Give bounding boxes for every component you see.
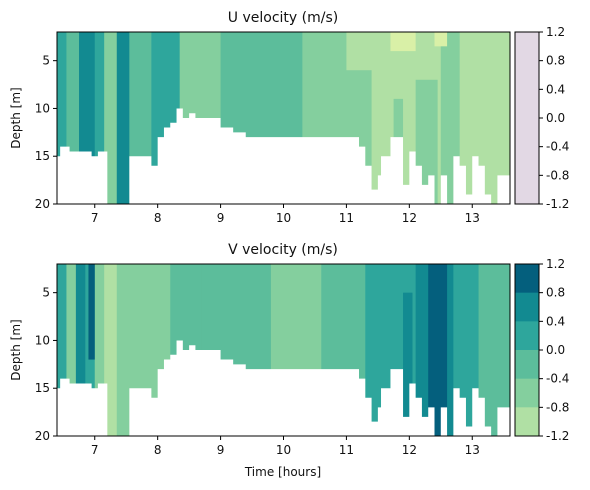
- y-tick-label: 5: [42, 54, 50, 68]
- colorbar-segment: [515, 321, 539, 350]
- y-tick-label: 15: [35, 381, 50, 395]
- x-tick-label: 9: [217, 211, 225, 225]
- u-y-axis-label: Depth [m]: [9, 87, 23, 148]
- colorbar-tick-label: -0.8: [546, 168, 569, 182]
- x-tick-label: 8: [154, 443, 162, 457]
- x-tick-label: 10: [276, 443, 291, 457]
- x-tick-label: 13: [465, 443, 480, 457]
- colorbar-tick-label: -0.8: [546, 400, 569, 414]
- v-y-axis-label: Depth [m]: [9, 319, 23, 380]
- colorbar-tick-label: -0.4: [546, 140, 569, 154]
- contour-band: [117, 264, 130, 436]
- x-tick-label: 10: [276, 211, 291, 225]
- contour-patch: [88, 264, 94, 360]
- y-tick-label: 15: [35, 149, 50, 163]
- x-tick-label: 7: [91, 443, 99, 457]
- colorbar-tick-label: 1.2: [546, 25, 565, 39]
- u-plot-area: [57, 32, 511, 204]
- colorbar-tick-label: 0.4: [546, 314, 565, 328]
- colorbar-tick-label: 0.0: [546, 111, 565, 125]
- colorbar-segment: [515, 264, 539, 293]
- v-plot-area: [57, 264, 511, 436]
- u-colorbar: 1.2 0.8 0.4 0.0 -0.4 -0.8 -1.2: [515, 25, 569, 211]
- u-velocity-panel: U velocity (m/s) Depth [m] 7 8 9 10 11 12 13 5 1…: [9, 10, 569, 225]
- x-axis-label: Time [hours]: [244, 465, 321, 479]
- contour-patch: [390, 32, 415, 51]
- x-tick-label: 11: [339, 211, 354, 225]
- x-tick-label: 13: [465, 211, 480, 225]
- contour-band: [117, 32, 130, 204]
- colorbar-tick-label: -1.2: [546, 197, 569, 211]
- x-tick-label: 8: [154, 211, 162, 225]
- x-tick-label: 9: [217, 443, 225, 457]
- colorbar-tick-label: 0.8: [546, 54, 565, 68]
- y-tick-label: 20: [35, 429, 50, 443]
- colorbar-segment: [515, 350, 539, 379]
- colorbar-tick-label: -1.2: [546, 429, 569, 443]
- contour-patch: [435, 32, 448, 46]
- u-chart-title: U velocity (m/s): [228, 10, 338, 26]
- v-velocity-panel: V velocity (m/s) Depth [m] Time [hours] …: [9, 242, 569, 479]
- colorbar-segment: [515, 379, 539, 408]
- colorbar-segment: [515, 407, 539, 436]
- colorbar-tick-label: -0.4: [546, 372, 569, 386]
- colorbar-tick-label: 0.4: [546, 82, 565, 96]
- y-tick-label: 10: [35, 333, 50, 347]
- contour-patch: [346, 32, 384, 70]
- v-colorbar: 1.2 0.8 0.4 0.0 -0.4 -0.8 -1.2: [515, 257, 569, 443]
- contour-fill: [57, 264, 511, 436]
- colorbar-tick-label: 0.8: [546, 286, 565, 300]
- colorbar-fill: [515, 32, 539, 204]
- x-tick-label: 12: [402, 211, 417, 225]
- y-tick-label: 10: [35, 101, 50, 115]
- x-tick-label: 7: [91, 211, 99, 225]
- colorbar-tick-label: 0.0: [546, 343, 565, 357]
- y-tick-label: 20: [35, 197, 50, 211]
- colorbar-segment: [515, 293, 539, 322]
- v-chart-title: V velocity (m/s): [228, 242, 338, 258]
- y-tick-label: 5: [42, 286, 50, 300]
- contour-fill: [57, 32, 511, 204]
- x-tick-label: 11: [339, 443, 354, 457]
- x-tick-label: 12: [402, 443, 417, 457]
- colorbar-tick-label: 1.2: [546, 257, 565, 271]
